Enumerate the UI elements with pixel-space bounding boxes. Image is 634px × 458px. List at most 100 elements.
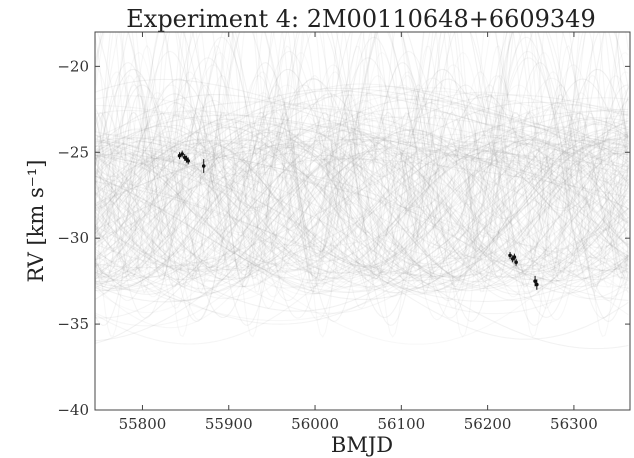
sample-curve	[95, 95, 629, 316]
sample-curve	[95, 32, 629, 273]
sample-curve	[95, 157, 629, 283]
sample-curve	[95, 141, 629, 265]
sample-curve	[95, 98, 629, 344]
sample-curve	[95, 87, 629, 329]
sample-curve	[95, 140, 629, 294]
sample-curve	[95, 128, 629, 286]
sample-curve	[95, 106, 629, 213]
sample-curve	[95, 121, 629, 293]
plot-frame	[94, 31, 631, 411]
sample-curve	[95, 129, 629, 281]
sample-curve	[95, 134, 629, 273]
sample-curve	[95, 133, 629, 302]
sample-curve	[95, 117, 629, 286]
sample-curve	[95, 32, 629, 276]
sample-curve	[95, 117, 629, 314]
sample-curve	[95, 101, 629, 210]
sample-curve	[95, 114, 629, 282]
sample-curve	[95, 142, 629, 268]
sample-curve	[95, 144, 629, 272]
sample-curve	[95, 132, 629, 275]
sample-curve	[95, 94, 629, 224]
sample-curve	[95, 91, 629, 327]
sample-curve	[95, 129, 629, 288]
sample-curve	[95, 90, 629, 250]
sample-curve	[95, 64, 629, 298]
sample-curve	[95, 84, 629, 193]
sample-curve	[95, 87, 629, 208]
x-tick-label: 56000	[291, 415, 339, 433]
data-point	[512, 255, 517, 259]
sample-curve	[95, 94, 629, 238]
sample-curve	[95, 118, 629, 290]
x-tick-label: 55900	[205, 415, 253, 433]
sample-curve	[95, 94, 629, 342]
sample-curve	[95, 144, 629, 296]
sample-curve	[95, 140, 629, 275]
y-tick-label: −30	[57, 229, 89, 247]
sample-curve	[95, 134, 629, 315]
sample-curve	[95, 83, 629, 274]
sample-curve	[95, 32, 629, 259]
sample-curve	[95, 86, 629, 301]
sample-curve	[95, 126, 629, 287]
sample-curve	[95, 142, 629, 289]
sample-curve	[95, 136, 629, 273]
sample-curve	[95, 146, 629, 268]
data-point	[180, 152, 184, 156]
data-point	[201, 164, 206, 168]
sample-curve	[95, 139, 629, 275]
sample-curve	[95, 84, 629, 319]
sample-curve	[95, 179, 629, 345]
sample-curve	[95, 143, 629, 291]
sample-curve	[95, 77, 629, 186]
sample-curve	[95, 144, 629, 282]
sample-curve	[95, 100, 629, 224]
sample-curve	[95, 139, 629, 350]
sample-curve	[95, 110, 629, 257]
sample-curve	[95, 126, 629, 325]
sample-curve	[95, 139, 629, 276]
sample-curve	[95, 170, 629, 295]
sample-curve	[95, 152, 629, 289]
sample-curve	[95, 133, 629, 279]
sample-curve	[95, 101, 629, 303]
sample-curve	[95, 119, 629, 293]
sample-curve	[95, 116, 629, 244]
sample-curve	[95, 91, 629, 295]
sample-curve	[95, 50, 629, 206]
sample-curve	[95, 148, 629, 250]
sample-curve	[95, 119, 629, 293]
sample-curve	[95, 32, 629, 274]
sample-curve	[95, 153, 629, 266]
sample-curve	[95, 146, 629, 292]
data-point	[533, 279, 537, 283]
sample-curve	[95, 143, 629, 207]
sample-curve	[95, 146, 629, 219]
sample-curve	[95, 154, 629, 273]
sample-curve	[95, 88, 629, 314]
sample-curve	[95, 129, 629, 285]
sample-curve	[95, 145, 629, 292]
sample-curve	[95, 149, 629, 260]
x-axis-label: BMJD	[331, 433, 393, 457]
sample-curve	[95, 157, 629, 271]
sample-curve	[95, 157, 629, 285]
sample-curve	[95, 122, 629, 293]
sample-curve	[95, 137, 629, 264]
sample-curve	[95, 149, 629, 275]
sample-curve	[95, 113, 629, 281]
sample-curve	[95, 155, 629, 272]
sample-curve	[95, 145, 629, 287]
sample-curve	[95, 68, 629, 268]
sample-curve	[95, 57, 629, 301]
sample-curve	[95, 84, 629, 237]
sample-curve	[95, 111, 629, 239]
data-point	[535, 282, 539, 287]
sample-curve	[95, 157, 629, 281]
sample-curve	[95, 142, 629, 279]
sample-curve	[95, 75, 629, 321]
sample-curve	[95, 135, 629, 279]
sample-curve	[95, 132, 629, 272]
sample-curve	[95, 117, 629, 274]
